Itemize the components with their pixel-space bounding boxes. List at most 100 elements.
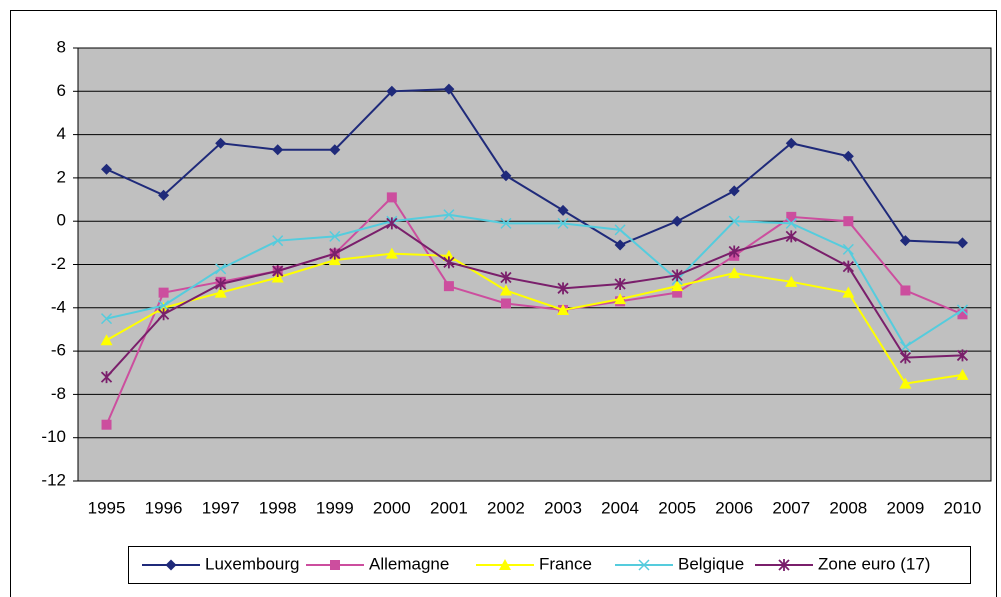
x-tick-label: 2007 (772, 498, 810, 517)
marker (214, 286, 227, 298)
series-line (105, 222, 963, 378)
series-line (105, 195, 963, 426)
marker (500, 271, 512, 284)
marker (785, 217, 797, 229)
x-tick-label: 2009 (886, 498, 924, 517)
x-tick-label: 2000 (373, 498, 411, 517)
marker (785, 137, 797, 149)
marker (671, 280, 684, 292)
marker (671, 269, 683, 282)
marker (157, 308, 170, 321)
series-line (106, 88, 963, 247)
legend-label: Belgique (678, 554, 744, 573)
x-tick-label: 2004 (601, 498, 639, 517)
marker (158, 189, 170, 201)
legend-label: Luxembourg (205, 554, 300, 573)
y-tick-label: -8 (51, 384, 66, 403)
marker (500, 170, 512, 182)
y-tick-label: 4 (57, 124, 66, 143)
legend-label: France (539, 554, 592, 573)
marker (899, 235, 911, 247)
marker (499, 559, 511, 570)
y-tick-label: -6 (51, 341, 66, 360)
marker (165, 559, 177, 571)
marker (215, 277, 227, 290)
marker (614, 277, 626, 290)
x-tick-label: 1999 (316, 498, 354, 517)
marker (614, 224, 626, 236)
chart-frame (10, 10, 997, 597)
marker (158, 300, 170, 312)
x-tick-label: 2001 (430, 498, 468, 517)
marker (956, 349, 969, 362)
marker (329, 247, 341, 260)
marker (957, 309, 968, 320)
marker (386, 192, 397, 203)
marker (499, 284, 512, 296)
marker (842, 260, 854, 273)
marker (158, 287, 169, 298)
marker (557, 217, 569, 229)
y-tick-label: 0 (57, 211, 66, 230)
marker (101, 163, 113, 175)
marker (100, 371, 113, 384)
marker (956, 237, 968, 249)
x-tick-label: 2008 (829, 498, 867, 517)
legend-label: Allemagne (369, 554, 449, 573)
legend-box (128, 546, 971, 584)
y-tick-label: 8 (57, 37, 66, 56)
marker (728, 245, 740, 258)
marker (329, 144, 341, 156)
marker (557, 303, 570, 315)
marker (728, 215, 740, 227)
marker (843, 216, 854, 227)
marker (215, 137, 227, 149)
x-tick-label: 2006 (715, 498, 753, 517)
marker (385, 247, 398, 259)
marker (272, 264, 284, 277)
marker (272, 144, 284, 156)
marker (101, 419, 112, 430)
marker (215, 263, 227, 275)
x-tick-label: 1998 (259, 498, 297, 517)
x-tick-label: 2002 (487, 498, 525, 517)
marker (330, 560, 340, 570)
y-tick-label: -12 (41, 470, 66, 489)
legend-label: Zone euro (17) (818, 554, 930, 573)
marker (842, 243, 854, 255)
x-tick-label: 1995 (88, 498, 126, 517)
marker (443, 209, 455, 221)
x-tick-label: 2005 (658, 498, 696, 517)
marker (672, 287, 683, 298)
x-tick-label: 1996 (145, 498, 183, 517)
x-tick-label: 2010 (944, 498, 982, 517)
series-line (106, 213, 964, 349)
x-tick-label: 1997 (202, 498, 240, 517)
marker (785, 275, 798, 287)
marker (386, 85, 398, 97)
series-line (106, 252, 963, 385)
y-tick-label: -4 (51, 297, 66, 316)
marker (786, 211, 797, 222)
marker (100, 334, 113, 346)
marker (671, 215, 683, 227)
marker (899, 341, 911, 353)
y-tick-label: -10 (41, 427, 66, 446)
marker (272, 235, 284, 247)
marker (842, 286, 855, 298)
marker (443, 281, 454, 292)
marker (956, 304, 968, 316)
marker (443, 83, 455, 95)
marker (956, 368, 969, 380)
marker (329, 230, 341, 242)
marker (728, 185, 740, 197)
marker (101, 313, 113, 325)
marker (443, 256, 455, 269)
marker (614, 293, 627, 305)
marker (899, 351, 912, 364)
marker (842, 150, 854, 162)
marker (386, 217, 398, 230)
marker (500, 298, 511, 309)
y-tick-label: 6 (57, 81, 66, 100)
